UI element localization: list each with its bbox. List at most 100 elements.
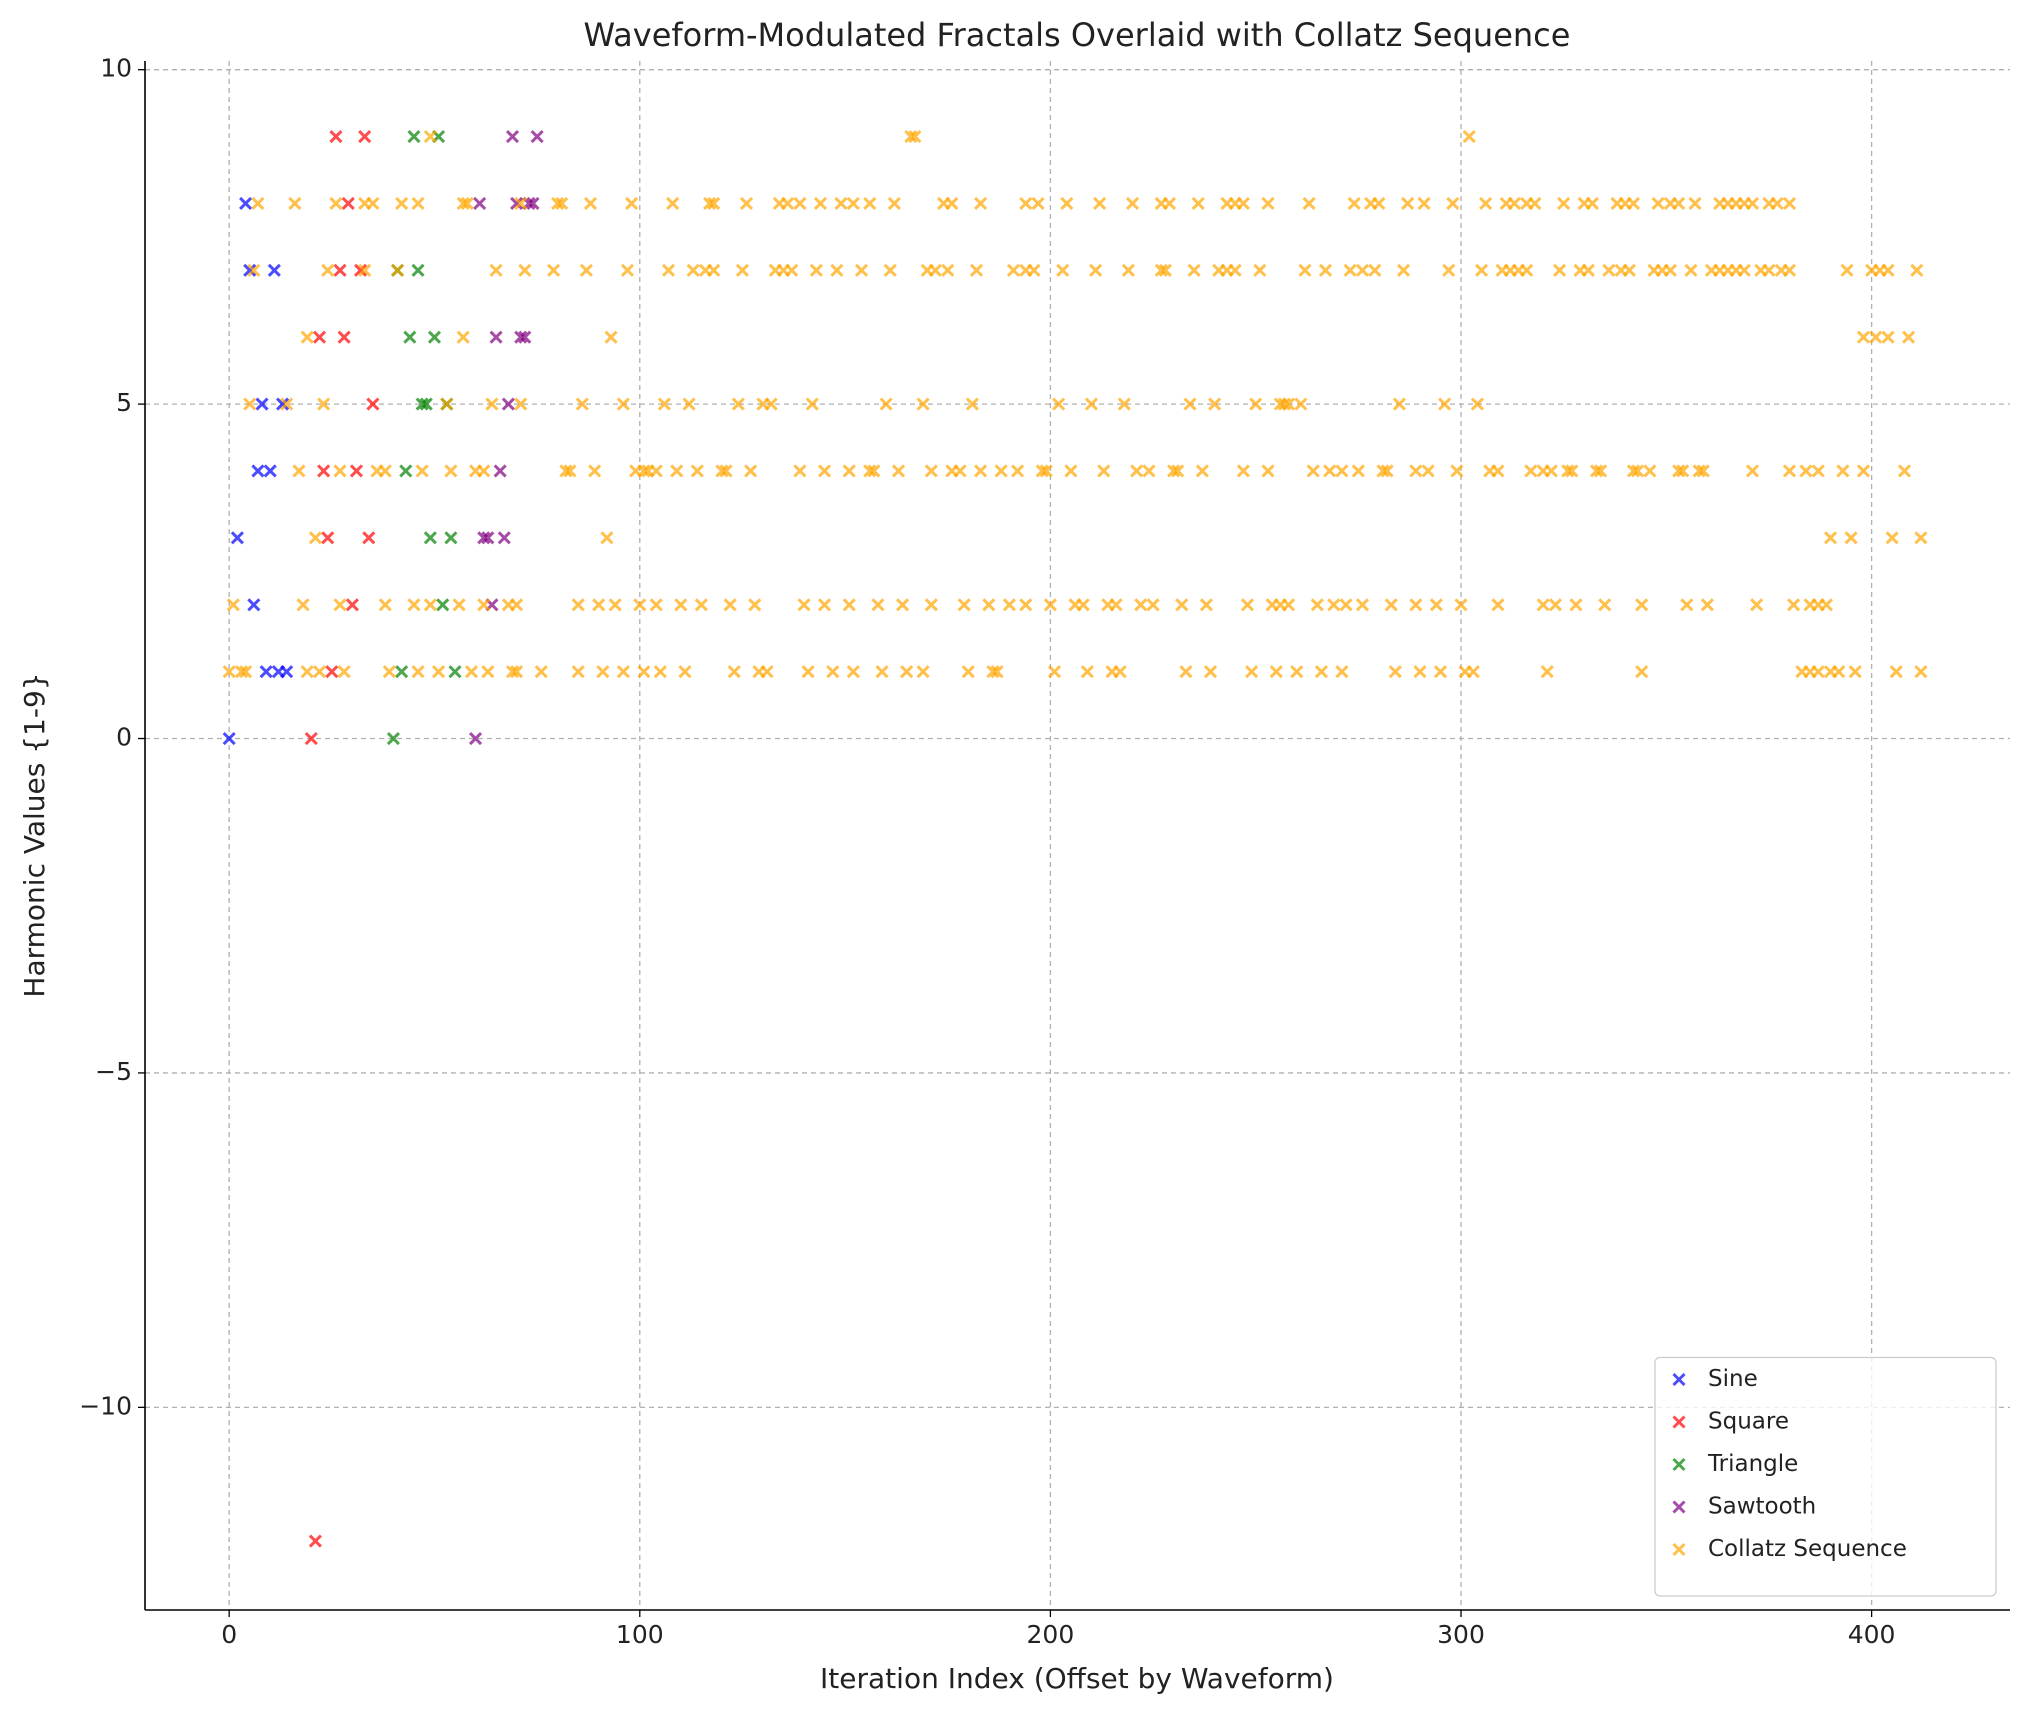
point [1101,598,1115,612]
point [1811,464,1825,478]
chart-title: Waveform-Modulated Fractals Overlaid wit… [584,16,1571,54]
point [1253,263,1267,277]
point [358,263,372,277]
point [267,263,281,277]
legend-box [1654,1356,1997,1597]
point [1856,330,1870,344]
point [637,464,651,478]
point [1844,531,1858,545]
point [448,665,462,679]
point [1121,263,1135,277]
point [1520,263,1534,277]
point [1056,263,1070,277]
point [1902,330,1916,344]
point [514,196,528,211]
point [477,464,491,478]
point [834,196,848,211]
point [415,397,429,411]
point [1006,263,1021,277]
point [321,531,335,545]
point [1396,263,1411,277]
point [1823,531,1838,545]
point [1910,263,1924,277]
point [1856,464,1870,478]
point [354,263,368,277]
point [386,731,400,746]
point [1524,464,1538,478]
point [1245,665,1259,679]
point [604,330,618,344]
point [505,130,520,144]
point [280,665,294,679]
point [1203,665,1218,679]
point [1462,130,1476,144]
point [317,397,331,411]
point [288,196,302,211]
point [510,665,524,679]
point [222,731,236,746]
x-tick-label: 400 [1848,1620,1896,1649]
point [863,196,877,211]
point [321,263,335,277]
point [423,531,437,545]
point [1676,464,1690,478]
point [1401,196,1415,211]
point [1782,196,1797,211]
y-tick-label: −5 [95,1057,132,1086]
point [481,665,495,679]
point [1355,263,1370,277]
legend-marker [1672,1415,1686,1429]
point [239,665,253,679]
point [1199,598,1213,612]
point [1782,263,1797,277]
point [1643,464,1657,478]
point [251,464,265,478]
point [1745,196,1760,211]
point [900,665,914,679]
point [694,598,708,612]
point [616,665,630,679]
point [863,464,877,478]
point [871,598,885,612]
point [358,130,372,144]
point [596,665,610,679]
point [818,464,832,478]
point [1039,464,1053,478]
point [1446,196,1460,211]
point [247,263,261,277]
point [407,130,421,144]
point [317,464,331,478]
point [1236,464,1250,478]
point [1823,665,1838,679]
point [1491,598,1505,612]
point [1663,263,1677,277]
point [1417,196,1431,211]
point [1696,464,1710,478]
point [661,263,676,277]
point [1561,464,1575,478]
point [1281,598,1296,612]
point [489,263,503,277]
point [887,196,901,211]
point [436,598,450,612]
point [1380,464,1394,478]
point [969,263,984,277]
point [1142,464,1156,478]
point [477,598,491,612]
point [1528,196,1542,211]
point [1680,598,1694,612]
point [670,464,684,478]
point [1043,598,1057,612]
point [1889,665,1903,679]
point [1782,464,1797,478]
point [280,397,294,411]
point [875,665,889,679]
point [1470,397,1485,411]
point [653,665,667,679]
point [1047,665,1062,679]
x-axis-label: Iteration Index (Offset by Waveform) [820,1662,1334,1695]
point [251,196,265,211]
point [678,665,692,679]
point [830,263,844,277]
point [1491,464,1505,478]
